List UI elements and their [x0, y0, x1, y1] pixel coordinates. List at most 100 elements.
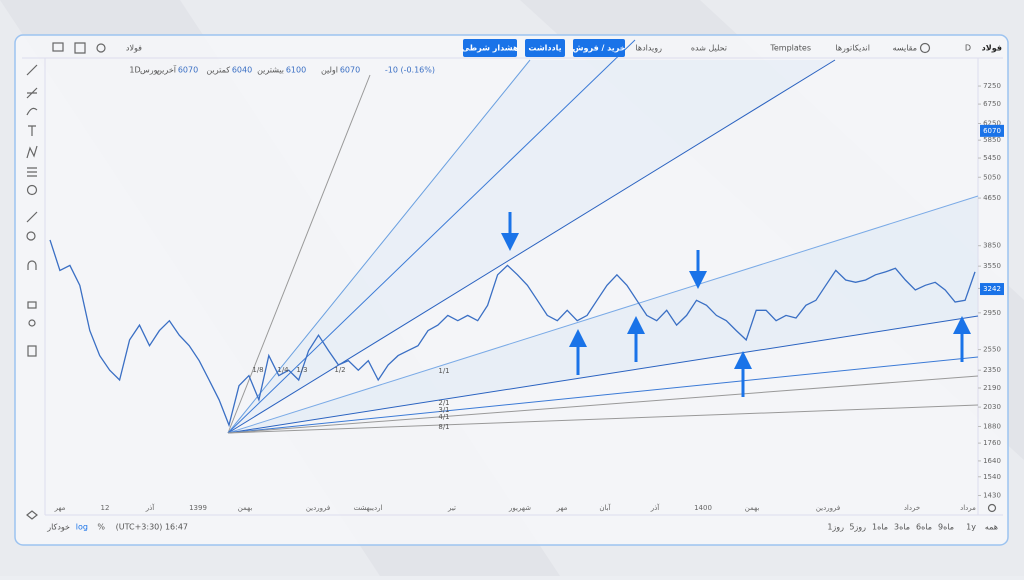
y-tick-label: 2350 — [983, 366, 1001, 374]
y-tick-label: 1540 — [983, 473, 1001, 481]
x-tick-label: بهمن — [745, 504, 760, 512]
y-tick-label: 2190 — [983, 384, 1001, 392]
legend-label: اولین — [321, 66, 338, 75]
y-tick-label: 5050 — [983, 173, 1001, 181]
bottom-control[interactable]: log — [76, 523, 88, 532]
legend-interval: 1D — [129, 66, 140, 75]
range-button[interactable]: 3ماه — [894, 523, 910, 532]
settings-icon[interactable] — [96, 43, 106, 53]
camera-icon[interactable] — [52, 42, 64, 52]
button[interactable] — [573, 39, 625, 57]
tool-measure[interactable] — [27, 167, 37, 177]
y-tick-label: 2950 — [983, 309, 1001, 317]
legend-value: 6100 — [286, 66, 306, 75]
x-tick-label: خرداد — [904, 504, 920, 512]
analysis[interactable]: تحلیل شده — [691, 44, 727, 53]
bottom-control[interactable]: (UTC+3:30) 16:47 — [116, 523, 188, 532]
x-tick-label: آبان — [599, 503, 611, 512]
x-tick-label: مهر — [54, 504, 66, 512]
templates[interactable]: Templates — [769, 44, 811, 53]
tool-lock[interactable] — [27, 301, 37, 309]
tool-fib[interactable] — [26, 87, 38, 99]
range-button[interactable]: همه — [985, 523, 998, 532]
range-button[interactable]: 1y — [966, 523, 976, 532]
y-tick-label: 5850 — [983, 136, 1001, 144]
legend-label: بیشترین — [257, 66, 284, 75]
x-tick-label: آذر — [145, 503, 155, 512]
fan-line — [227, 404, 979, 434]
range-button[interactable]: 1روز — [827, 523, 844, 532]
fan-label: 1/8 — [252, 366, 263, 374]
button[interactable] — [525, 39, 565, 57]
button-label[interactable]: یادداشت — [528, 44, 561, 53]
x-tick-label: فروردین — [816, 504, 840, 512]
range-button[interactable]: 6ماه — [916, 523, 932, 532]
events[interactable]: رویدادها — [635, 44, 662, 53]
window-frame — [14, 34, 1009, 546]
y-tick-label: 6750 — [983, 100, 1001, 108]
button-label[interactable]: خرید / فروش — [572, 44, 625, 54]
indicators[interactable]: اندیکاتورها — [835, 44, 870, 53]
y-tick-label: 3550 — [983, 262, 1001, 270]
y-tick-label: 2550 — [983, 346, 1001, 354]
x-tick-label: فروردین — [306, 504, 330, 512]
price-badge-label: 6070 — [983, 127, 1001, 135]
fan-line — [227, 39, 636, 434]
symbol[interactable]: فولاد — [982, 44, 1002, 53]
fan-label: 4/1 — [438, 413, 449, 421]
button-label[interactable]: هشدار شرطی — [462, 44, 519, 53]
legend-value: 6040 — [232, 66, 252, 75]
legend-exchange: بورس — [140, 66, 160, 75]
x-tick-label: شهریور — [508, 504, 531, 512]
price-badge-label: 3242 — [983, 285, 1001, 293]
tool-pattern[interactable] — [26, 145, 38, 159]
fan-line — [227, 375, 979, 434]
button[interactable] — [463, 39, 517, 57]
compare-icon[interactable] — [919, 42, 931, 54]
y-tick-label: 6250 — [983, 119, 1001, 127]
x-tick-label: مهر — [556, 504, 568, 512]
fan-label: 1/4 — [277, 366, 289, 374]
range-button[interactable]: 9ماه — [938, 523, 954, 532]
x-tick-label: 1399 — [189, 504, 207, 512]
bottom-control[interactable]: % — [97, 523, 105, 532]
y-tick-label: 1640 — [983, 457, 1001, 465]
left-symbol[interactable]: فولاد — [126, 44, 142, 53]
interval[interactable]: D — [965, 44, 971, 53]
tool-zoom[interactable] — [26, 231, 36, 241]
y-tick-label: 4650 — [983, 194, 1001, 202]
tool-brush[interactable] — [26, 107, 38, 116]
fan-label: 2/1 — [438, 399, 449, 407]
tool-layers[interactable] — [26, 510, 38, 520]
range-button[interactable]: 5روز — [849, 523, 866, 532]
legend-value: 6070 — [178, 66, 198, 75]
tool-line[interactable] — [26, 64, 38, 76]
range-button[interactable]: 1ماه — [872, 523, 888, 532]
fullscreen-icon[interactable] — [74, 42, 86, 54]
fan-line — [227, 195, 979, 434]
tool-trash[interactable] — [27, 345, 37, 357]
fan-line — [227, 356, 979, 434]
fan-line — [227, 315, 979, 434]
price-line — [49, 239, 976, 428]
fan-label: 8/1 — [438, 423, 449, 431]
fan-line — [227, 74, 371, 434]
x-tick-label: 12 — [101, 504, 110, 512]
y-tick-label: 3850 — [983, 242, 1001, 250]
axis-settings[interactable] — [987, 503, 997, 513]
tool-text[interactable] — [28, 125, 36, 136]
tool-magnet[interactable] — [27, 260, 37, 270]
legend-label: آخرین — [156, 65, 177, 75]
tool-eye[interactable] — [28, 319, 36, 327]
compare[interactable]: مقایسه — [893, 44, 917, 53]
tool-ruler[interactable] — [26, 211, 38, 223]
fan-label: 1/1 — [438, 367, 449, 375]
price-badge — [980, 124, 1004, 137]
x-tick-label: بهمن — [238, 504, 253, 512]
legend-value: 6070 — [340, 66, 360, 75]
bottom-control[interactable]: خودکار — [46, 523, 70, 532]
tool-emoji[interactable] — [26, 184, 38, 196]
y-tick-label: 1880 — [983, 422, 1001, 430]
y-tick-label: 1430 — [983, 491, 1001, 499]
